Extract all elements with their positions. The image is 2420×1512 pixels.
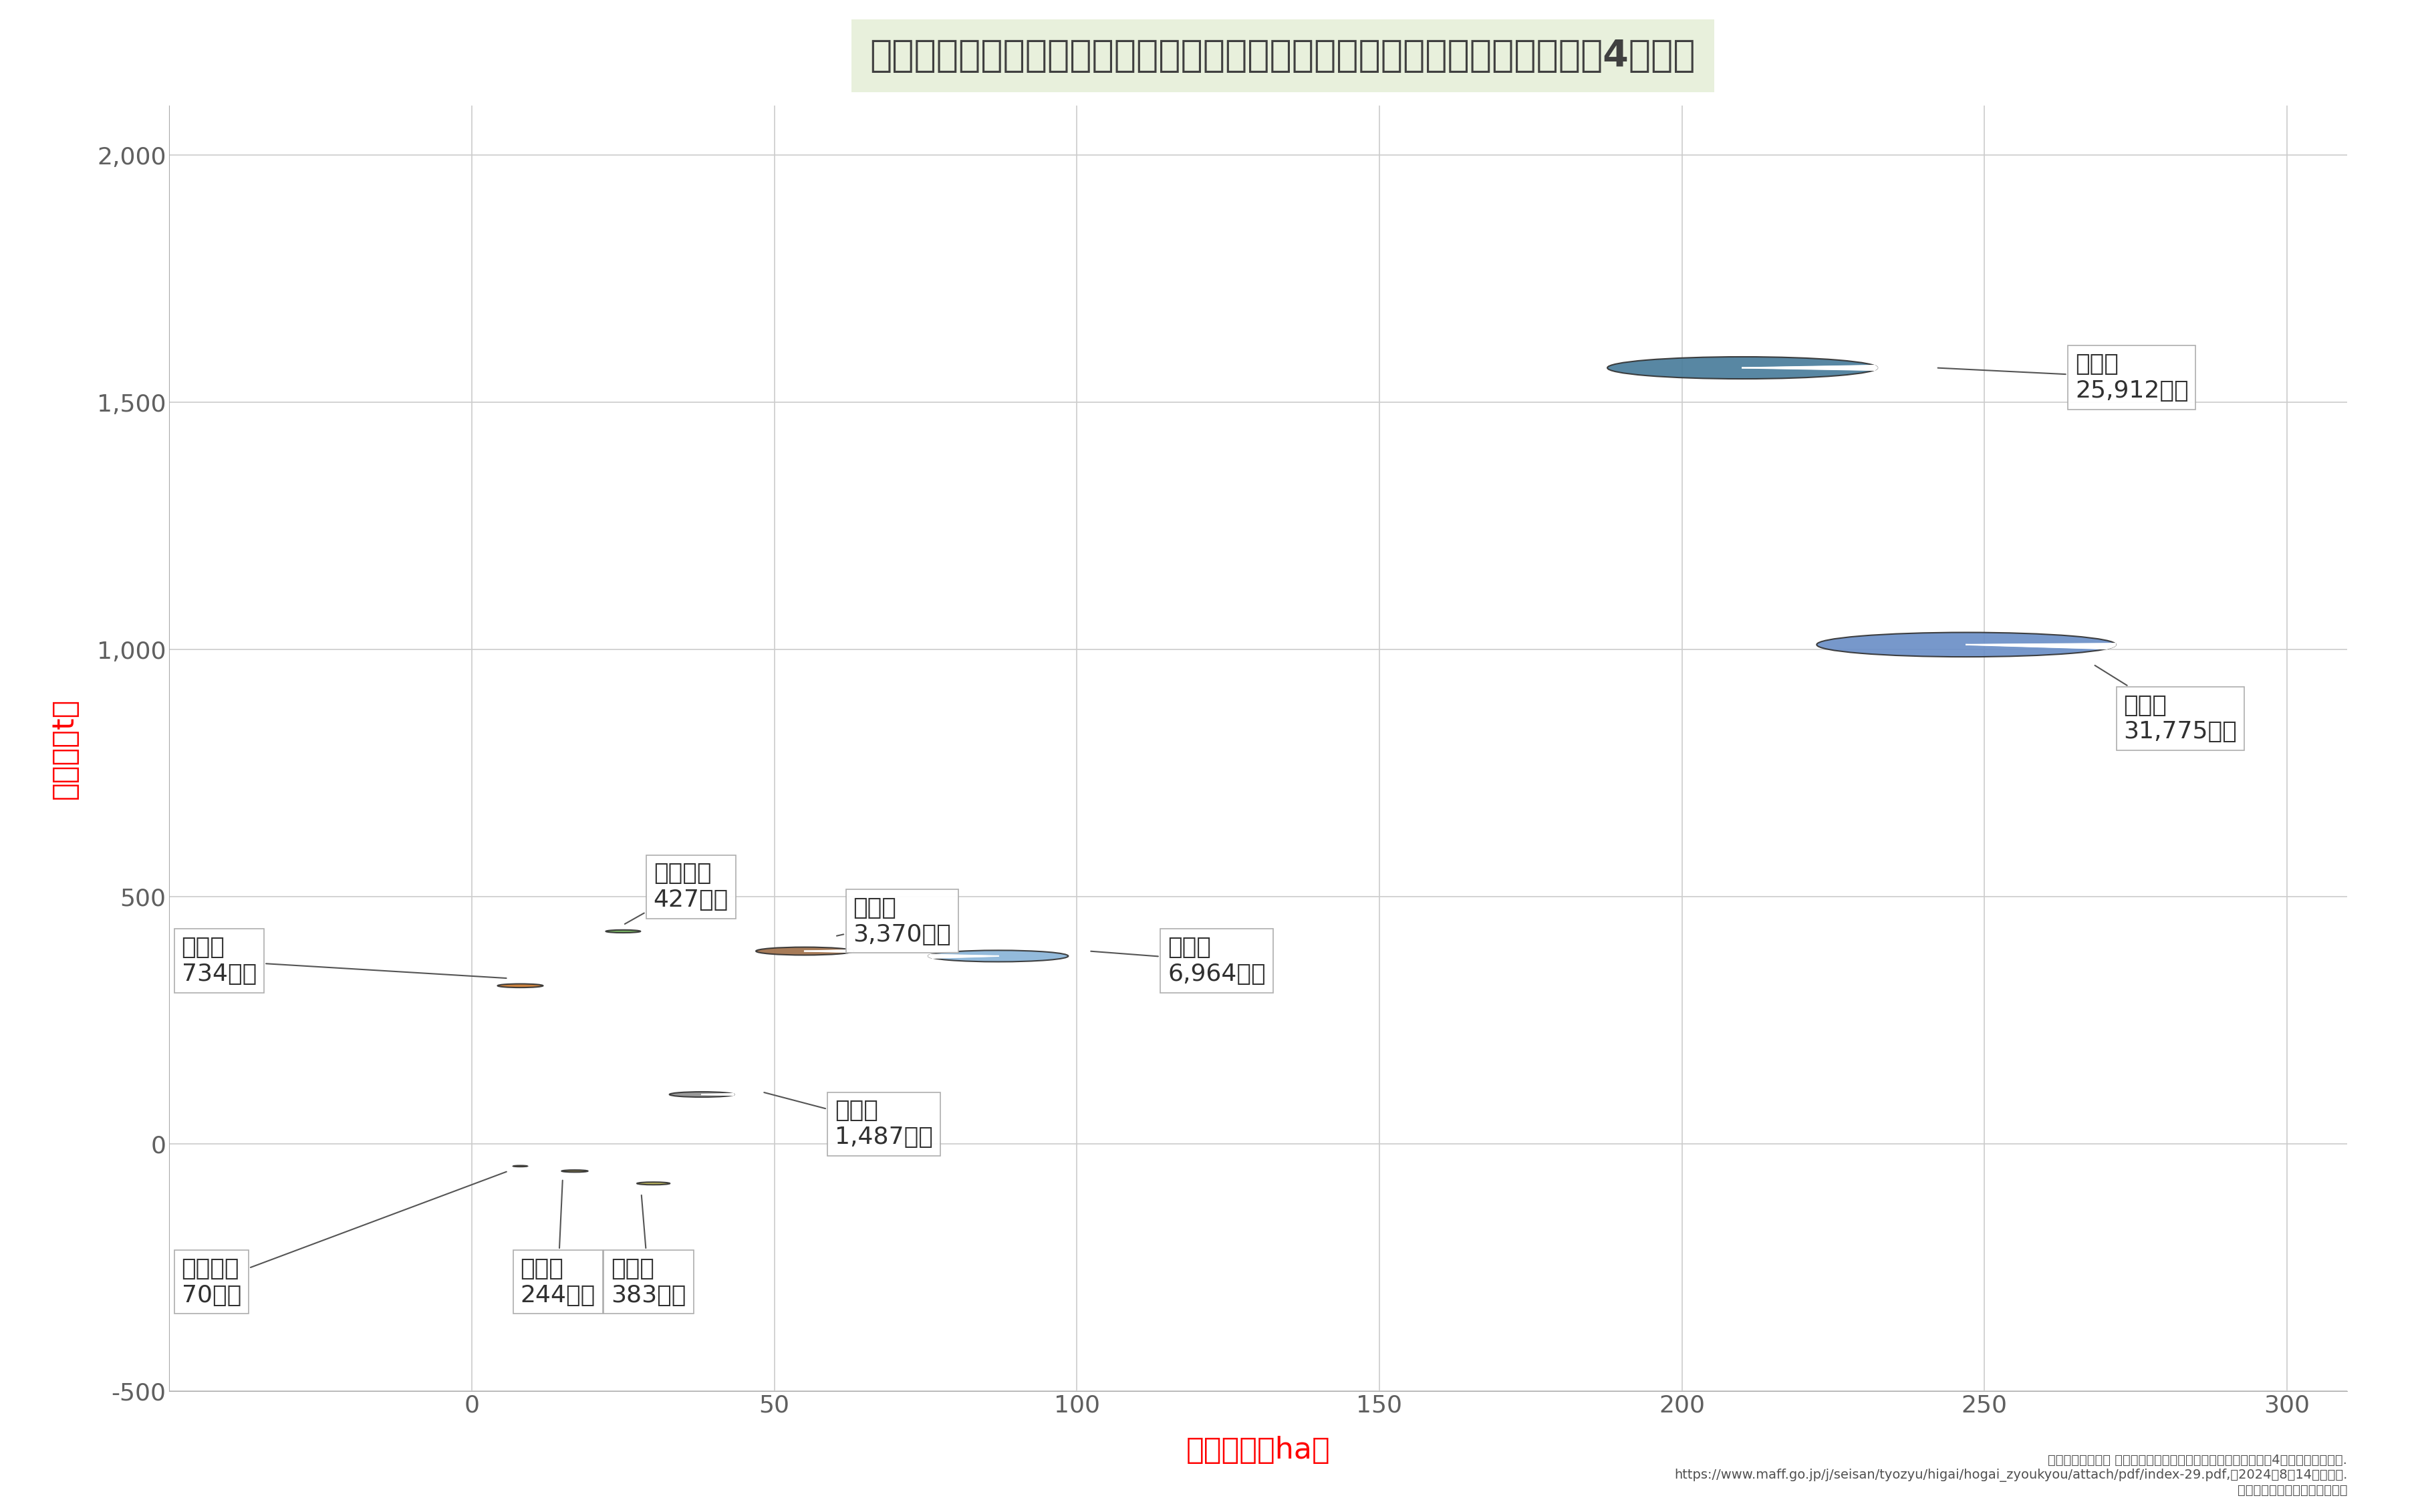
Circle shape <box>670 1092 733 1098</box>
Text: 野　菜
25,912万円: 野 菜 25,912万円 <box>1938 352 2188 402</box>
Text: その他
734万円: その他 734万円 <box>181 936 506 986</box>
Text: いも類
3,370万円: いも類 3,370万円 <box>837 897 951 947</box>
Text: 果　樹
31,775万円: 果 樹 31,775万円 <box>2096 665 2236 742</box>
Circle shape <box>636 1182 670 1185</box>
Circle shape <box>561 1170 588 1172</box>
Text: マメ類
1,487万円: マメ類 1,487万円 <box>765 1093 934 1149</box>
Polygon shape <box>803 950 854 953</box>
Text: 飼料作物
427万円: 飼料作物 427万円 <box>624 862 728 924</box>
Text: ムギ類
383万円: ムギ類 383万円 <box>610 1194 687 1306</box>
Polygon shape <box>929 954 997 959</box>
Text: 工芸作物
70万円: 工芸作物 70万円 <box>181 1172 506 1306</box>
Circle shape <box>929 951 1067 962</box>
Circle shape <box>499 984 542 987</box>
Circle shape <box>1817 632 2115 656</box>
Polygon shape <box>1742 366 1878 370</box>
Text: サルによる農作物被害：農作物ごとの被害面積・被害量・被害金額（令和4年度）: サルによる農作物被害：農作物ごとの被害面積・被害量・被害金額（令和4年度） <box>869 38 1696 74</box>
Text: イ　ネ
6,964万円: イ ネ 6,964万円 <box>1091 936 1266 986</box>
Circle shape <box>605 930 641 933</box>
Polygon shape <box>1965 644 2115 649</box>
Y-axis label: 被害量（t）: 被害量（t） <box>51 699 77 798</box>
Text: 雑　穀
244万円: 雑 穀 244万円 <box>520 1181 595 1306</box>
Circle shape <box>1607 357 1878 380</box>
Circle shape <box>755 947 854 956</box>
Text: 出典：農林水産省 参考１野生鳥獣による農作物被害状況（令和4年度）を基に作成.
https://www.maff.go.jp/j/seisan/tyozyu/h: 出典：農林水産省 参考１野生鳥獣による農作物被害状況（令和4年度）を基に作成. … <box>1675 1455 2347 1497</box>
X-axis label: 被害面積（ha）: 被害面積（ha） <box>1186 1435 1331 1464</box>
